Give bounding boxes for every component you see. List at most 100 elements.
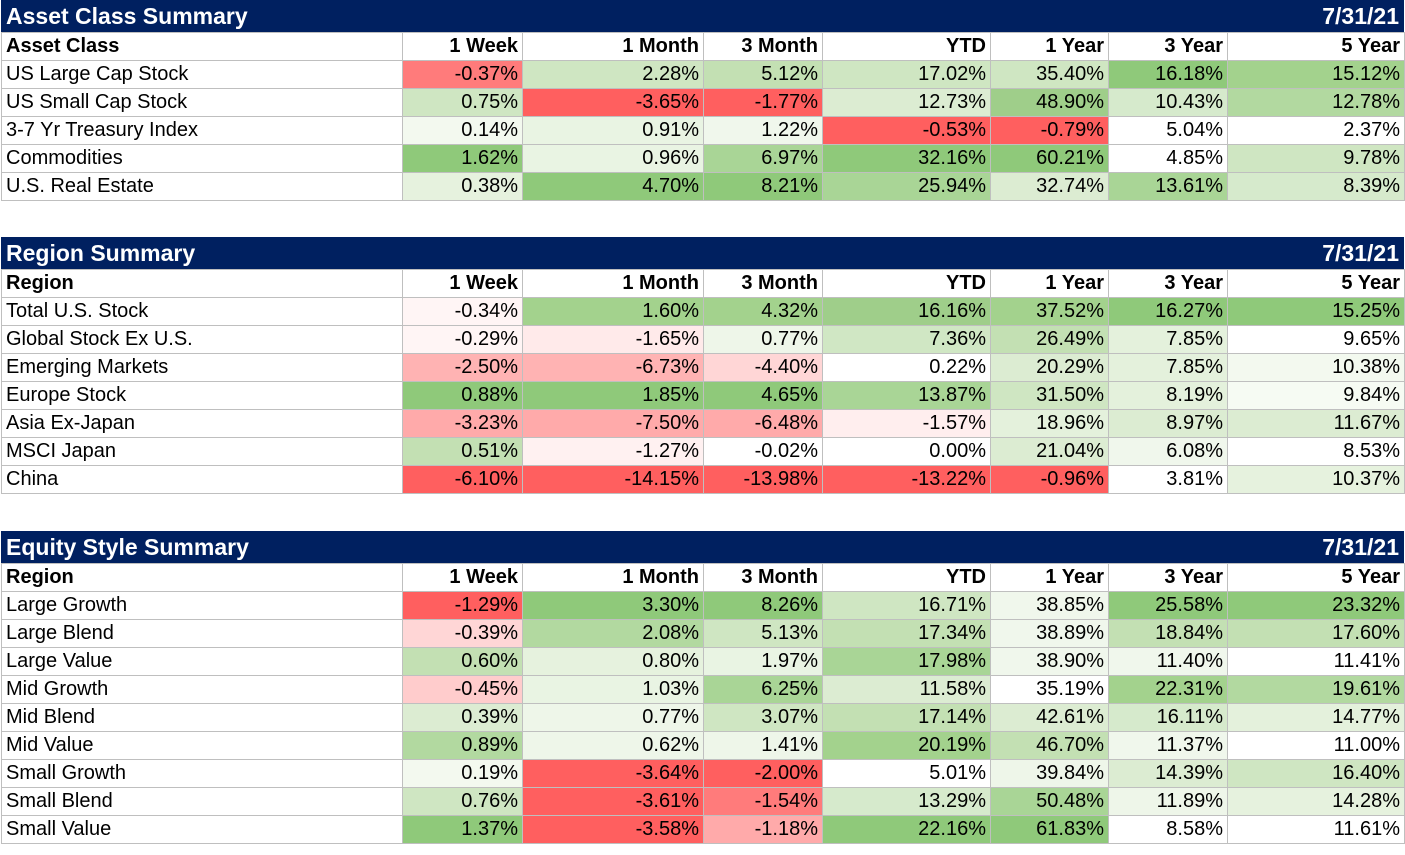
value-cell: -1.57% <box>822 409 991 438</box>
value-cell: -0.02% <box>703 437 823 466</box>
row-label: U.S. Real Estate <box>1 172 403 201</box>
value-cell: 15.25% <box>1227 297 1405 326</box>
value-cell: 0.22% <box>822 353 991 382</box>
value-cell: 0.19% <box>402 759 523 788</box>
value-cell: -2.00% <box>703 759 823 788</box>
value-cell: 26.49% <box>990 325 1109 354</box>
value-cell: 22.31% <box>1108 675 1228 704</box>
value-cell: 8.19% <box>1108 381 1228 410</box>
column-header: 3 Year <box>1108 269 1228 298</box>
value-cell: 48.90% <box>990 88 1109 117</box>
value-cell: 0.62% <box>522 731 704 760</box>
value-cell: -3.64% <box>522 759 704 788</box>
value-cell: 25.94% <box>822 172 991 201</box>
table-row: U.S. Real Estate 0.38% 4.70% 8.21% 25.94% 32.… <box>1 172 1405 201</box>
value-cell: 17.14% <box>822 703 991 732</box>
value-cell: 1.22% <box>703 116 823 145</box>
value-cell: 13.61% <box>1108 172 1228 201</box>
value-cell: 0.38% <box>402 172 523 201</box>
row-label: 3-7 Yr Treasury Index <box>1 116 403 145</box>
value-cell: 3.07% <box>703 703 823 732</box>
value-cell: 60.21% <box>990 144 1109 173</box>
value-cell: 0.75% <box>402 88 523 117</box>
value-cell: 11.89% <box>1108 787 1228 816</box>
column-header: YTD <box>822 32 991 61</box>
value-cell: 11.61% <box>1227 815 1405 844</box>
value-cell: 11.58% <box>822 675 991 704</box>
value-cell: 0.77% <box>522 703 704 732</box>
value-cell: -0.53% <box>822 116 991 145</box>
value-cell: 12.78% <box>1227 88 1405 117</box>
value-cell: 39.84% <box>990 759 1109 788</box>
value-cell: 46.70% <box>990 731 1109 760</box>
value-cell: 18.84% <box>1108 619 1228 648</box>
value-cell: -14.15% <box>522 465 704 494</box>
row-label: Large Blend <box>1 619 403 648</box>
region-summary-section: Region Summary 7/31/21 Region 1 Week 1 Mon… <box>1 237 1405 494</box>
header-row: Region 1 Week 1 Month 3 Month YTD 1 Year 3 Yea… <box>1 269 1405 298</box>
section-banner: Region Summary 7/31/21 <box>1 237 1404 269</box>
section-banner: Asset Class Summary 7/31/21 <box>1 0 1404 32</box>
table-row: Total U.S. Stock -0.34% 1.60% 4.32% 16.16% 37… <box>1 297 1405 326</box>
value-cell: 10.37% <box>1227 465 1405 494</box>
table-row: Emerging Markets -2.50% -6.73% -4.40% 0.22% 2… <box>1 353 1405 382</box>
section-title: Equity Style Summary <box>6 534 249 560</box>
value-cell: 11.00% <box>1227 731 1405 760</box>
equity-style-table: Region 1 Week 1 Month 3 Month YTD 1 Year 3 Yea… <box>1 563 1405 844</box>
column-header: 1 Month <box>522 563 704 592</box>
value-cell: 3.81% <box>1108 465 1228 494</box>
column-header: 1 Year <box>990 563 1109 592</box>
value-cell: 37.52% <box>990 297 1109 326</box>
value-cell: 0.51% <box>402 437 523 466</box>
value-cell: -1.18% <box>703 815 823 844</box>
column-header-label: Region <box>1 563 403 592</box>
value-cell: 5.01% <box>822 759 991 788</box>
value-cell: 20.29% <box>990 353 1109 382</box>
value-cell: 22.16% <box>822 815 991 844</box>
column-header: 1 Week <box>402 32 523 61</box>
row-label: Emerging Markets <box>1 353 403 382</box>
value-cell: -0.37% <box>402 60 523 89</box>
value-cell: -1.65% <box>522 325 704 354</box>
value-cell: 8.21% <box>703 172 823 201</box>
value-cell: -3.61% <box>522 787 704 816</box>
column-header: 1 Month <box>522 32 704 61</box>
table-row: Small Growth 0.19% -3.64% -2.00% 5.01% 39.84%… <box>1 759 1405 788</box>
section-title: Region Summary <box>6 240 196 266</box>
value-cell: 14.28% <box>1227 787 1405 816</box>
section-date: 7/31/21 <box>1322 3 1399 29</box>
value-cell: 16.11% <box>1108 703 1228 732</box>
value-cell: 16.16% <box>822 297 991 326</box>
value-cell: 15.12% <box>1227 60 1405 89</box>
value-cell: -7.50% <box>522 409 704 438</box>
column-header: 5 Year <box>1227 269 1405 298</box>
value-cell: -4.40% <box>703 353 823 382</box>
row-label: Mid Value <box>1 731 403 760</box>
column-header: 1 Week <box>402 269 523 298</box>
table-row: China -6.10% -14.15% -13.98% -13.22% -0.96% 3.… <box>1 465 1405 494</box>
value-cell: -0.79% <box>990 116 1109 145</box>
value-cell: 4.85% <box>1108 144 1228 173</box>
value-cell: 17.60% <box>1227 619 1405 648</box>
value-cell: 6.25% <box>703 675 823 704</box>
value-cell: 5.04% <box>1108 116 1228 145</box>
value-cell: -0.45% <box>402 675 523 704</box>
value-cell: 7.85% <box>1108 325 1228 354</box>
column-header: 3 Year <box>1108 563 1228 592</box>
value-cell: 0.76% <box>402 787 523 816</box>
value-cell: 21.04% <box>990 437 1109 466</box>
value-cell: 11.41% <box>1227 647 1405 676</box>
value-cell: 11.67% <box>1227 409 1405 438</box>
table-row: 3-7 Yr Treasury Index 0.14% 0.91% 1.22% -0.5… <box>1 116 1405 145</box>
column-header: YTD <box>822 563 991 592</box>
table-row: Mid Blend 0.39% 0.77% 3.07% 17.14% 42.61% 16.1… <box>1 703 1405 732</box>
column-header: 3 Year <box>1108 32 1228 61</box>
value-cell: 10.38% <box>1227 353 1405 382</box>
value-cell: -3.23% <box>402 409 523 438</box>
value-cell: 16.40% <box>1227 759 1405 788</box>
section-banner: Equity Style Summary 7/31/21 <box>1 531 1404 563</box>
value-cell: 0.77% <box>703 325 823 354</box>
value-cell: 4.65% <box>703 381 823 410</box>
value-cell: -6.48% <box>703 409 823 438</box>
value-cell: 11.37% <box>1108 731 1228 760</box>
